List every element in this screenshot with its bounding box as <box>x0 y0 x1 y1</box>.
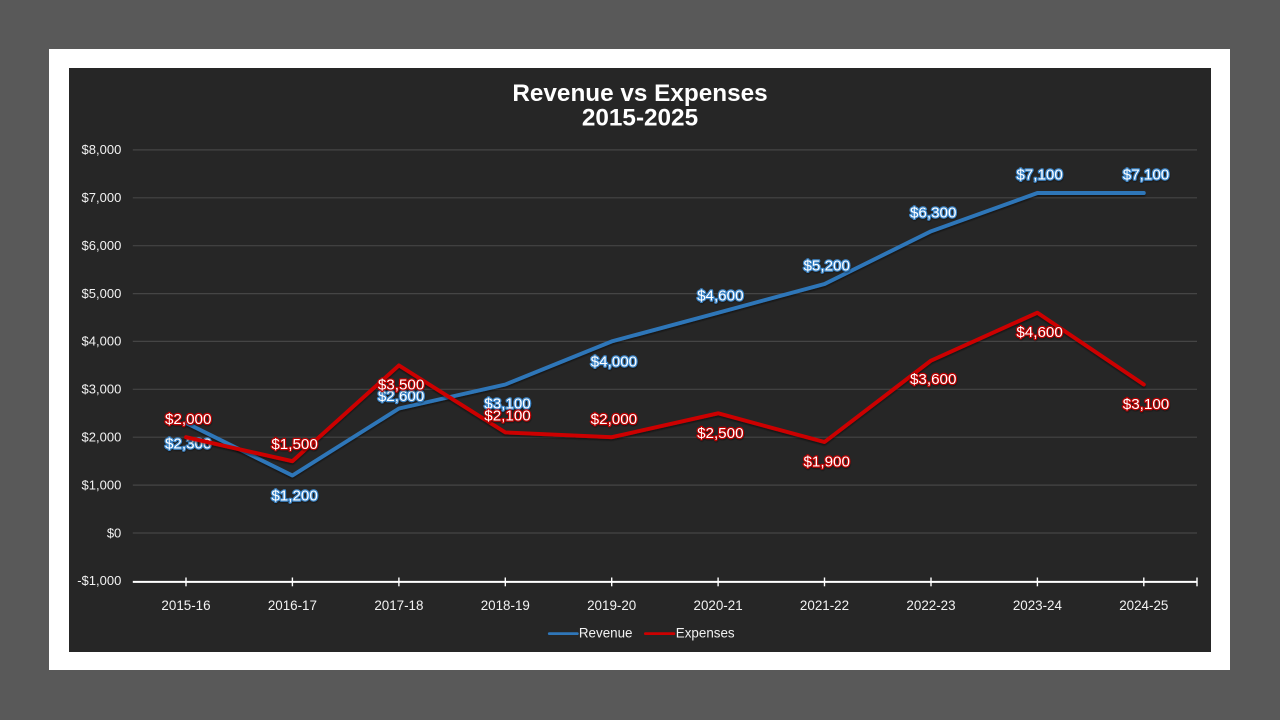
svg-text:$8,000: $8,000 <box>81 142 121 157</box>
svg-text:Revenue: Revenue <box>578 625 632 640</box>
svg-text:$1,500: $1,500 <box>271 436 317 453</box>
svg-text:$1,200: $1,200 <box>271 487 317 504</box>
svg-text:$2,600: $2,600 <box>377 388 423 405</box>
svg-text:2016-17: 2016-17 <box>267 597 316 612</box>
svg-text:$4,000: $4,000 <box>590 353 636 370</box>
svg-text:$7,100: $7,100 <box>1122 166 1168 183</box>
svg-text:2017-18: 2017-18 <box>374 597 423 612</box>
svg-text:2015-16: 2015-16 <box>161 597 210 612</box>
svg-text:$1,900: $1,900 <box>803 453 849 470</box>
svg-text:-$1,000: -$1,000 <box>77 573 121 588</box>
svg-text:2015-2025: 2015-2025 <box>581 104 697 131</box>
svg-text:$3,100: $3,100 <box>484 395 530 412</box>
svg-text:$2,000: $2,000 <box>81 429 121 444</box>
svg-text:$5,000: $5,000 <box>81 285 121 300</box>
svg-text:2022-23: 2022-23 <box>906 597 955 612</box>
svg-text:$2,000: $2,000 <box>590 410 636 427</box>
svg-text:$4,600: $4,600 <box>1016 324 1062 341</box>
svg-text:$1,000: $1,000 <box>81 477 121 492</box>
svg-text:$7,100: $7,100 <box>1016 166 1062 183</box>
svg-text:$3,600: $3,600 <box>909 371 955 388</box>
svg-text:2021-22: 2021-22 <box>799 597 848 612</box>
svg-text:2020-21: 2020-21 <box>693 597 742 612</box>
svg-text:2019-20: 2019-20 <box>587 597 636 612</box>
svg-text:Revenue vs Expenses: Revenue vs Expenses <box>512 79 767 106</box>
svg-text:$4,600: $4,600 <box>697 287 743 304</box>
svg-text:$0: $0 <box>106 525 120 540</box>
svg-text:$3,100: $3,100 <box>1122 396 1168 413</box>
svg-text:$3,000: $3,000 <box>81 381 121 396</box>
svg-text:2024-25: 2024-25 <box>1119 597 1168 612</box>
svg-text:$6,300: $6,300 <box>909 204 955 221</box>
svg-text:$6,000: $6,000 <box>81 238 121 253</box>
svg-text:2018-19: 2018-19 <box>480 597 529 612</box>
svg-text:$3,500: $3,500 <box>377 376 423 393</box>
svg-text:$4,000: $4,000 <box>81 333 121 348</box>
svg-text:$7,000: $7,000 <box>81 190 121 205</box>
svg-text:$2,000: $2,000 <box>164 411 210 428</box>
svg-text:$5,200: $5,200 <box>803 257 849 274</box>
svg-text:$2,100: $2,100 <box>484 407 530 424</box>
svg-text:$2,500: $2,500 <box>697 424 743 441</box>
svg-text:2023-24: 2023-24 <box>1012 597 1062 612</box>
svg-text:Expenses: Expenses <box>675 625 734 640</box>
